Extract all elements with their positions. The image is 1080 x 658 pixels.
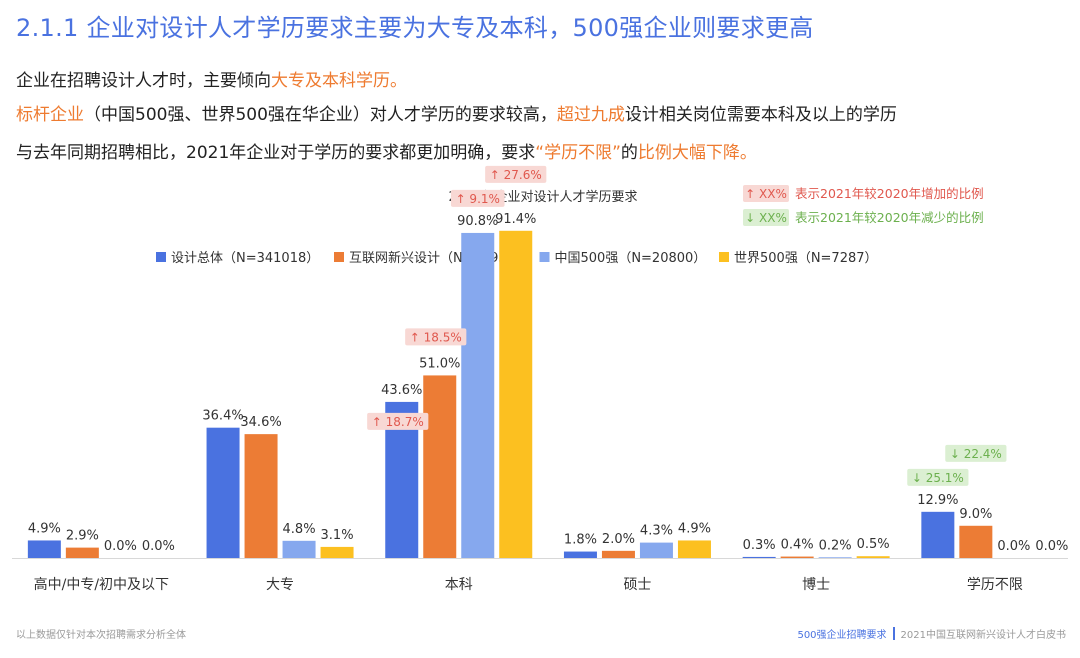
value-label-3-2: 4.3%	[640, 524, 673, 539]
intro-highlight: “学历不限”	[535, 143, 621, 163]
category-label-1: 大专	[266, 577, 294, 593]
value-label-4-1: 0.4%	[781, 538, 814, 553]
value-label-5-1: 9.0%	[959, 507, 992, 522]
value-label-3-1: 2.0%	[602, 532, 635, 547]
bar-0-1	[65, 547, 99, 558]
change-badge-1: ↑ 18.5%	[410, 330, 462, 344]
category-label-0: 高中/中专/初中及以下	[34, 576, 169, 593]
value-label-4-3: 0.5%	[857, 537, 890, 552]
bar-3-3	[677, 540, 711, 558]
category-label-2: 本科	[445, 577, 473, 593]
value-label-5-3: 0.0%	[1035, 539, 1068, 554]
change-badge-5: ↓ 22.4%	[950, 447, 1002, 461]
value-label-5-0: 12.9%	[917, 493, 958, 508]
category-label-4: 博士	[802, 576, 830, 593]
bar-5-0	[921, 511, 955, 558]
value-label-2-1: 51.0%	[419, 356, 460, 371]
intro-text: （中国500强、世界500强在华企业）对人才学历的要求较高，	[84, 105, 557, 125]
bar-2-3	[499, 230, 533, 558]
page-title: 2.1.1 企业对设计人才学历要求主要为大专及本科，500强企业则要求更高	[16, 14, 814, 42]
legend-key-text-down: 表示2021年较2020年减少的比例	[795, 210, 984, 225]
footer-report-name: 2021中国互联网新兴设计人才白皮书	[900, 630, 1066, 641]
footer-report: 500强企业招聘要求 2021中国互联网新兴设计人才白皮书	[797, 626, 1066, 641]
footer-divider	[892, 627, 895, 640]
bar-2-1	[423, 375, 457, 558]
change-badge-2: ↑ 9.1%	[456, 192, 500, 206]
change-badge-4: ↓ 25.1%	[912, 471, 964, 485]
bar-1-1	[244, 434, 278, 558]
bar-1-0	[206, 427, 240, 558]
legend-swatch-0	[156, 252, 166, 262]
legend-key-badge-up-bg	[743, 185, 789, 202]
bar-4-1	[780, 556, 814, 558]
value-label-3-3: 4.9%	[678, 521, 711, 536]
change-badge-1-bg	[405, 328, 467, 346]
bar-3-2	[639, 542, 673, 558]
value-label-1-0: 36.4%	[202, 409, 243, 424]
intro-text: 企业在招聘设计人才时，主要倾向	[16, 71, 271, 91]
intro-text: 设计相关岗位需要本科及以上的学历	[624, 105, 897, 125]
category-label-5: 学历不限	[967, 577, 1023, 593]
legend-key-badge-down-bg	[743, 209, 789, 226]
value-label-0-2: 0.0%	[104, 539, 137, 554]
category-label-3: 硕士	[623, 577, 651, 593]
intro-text: 的	[620, 143, 638, 163]
bar-1-2	[282, 540, 316, 558]
footer-page-label: 500强企业招聘要求	[797, 630, 887, 641]
value-label-3-0: 1.8%	[564, 533, 597, 548]
legend-swatch-1	[334, 252, 344, 262]
value-label-2-3: 91.4%	[495, 212, 536, 227]
legend-label-0: 设计总体（N=341018）	[171, 251, 319, 266]
intro-line-3: 与去年同期招聘相比，2021年企业对于学历的要求都更加明确，要求“学历不限”的比…	[16, 138, 757, 163]
intro-line-1: 企业在招聘设计人才时，主要倾向大专及本科学历。	[16, 66, 407, 91]
bar-4-0	[742, 556, 776, 558]
value-label-1-1: 34.6%	[240, 415, 281, 430]
change-badge-0: ↑ 18.7%	[372, 415, 424, 429]
intro-text: 与去年同期招聘相比，2021年企业对于学历的要求都更加明确，要求	[16, 143, 536, 163]
bar-5-1	[959, 525, 993, 558]
intro-highlight: 标杆企业	[16, 105, 84, 125]
value-label-0-0: 4.9%	[28, 521, 61, 536]
education-bar-chart: 2021年企业对设计人才学历要求 ↑ XX% 表示2021年较2020年增加的比例↓…	[12, 165, 1068, 593]
legend-label-3: 世界500强（N=7287）	[734, 251, 878, 266]
change-badge-5-bg	[945, 444, 1007, 462]
value-label-0-1: 2.9%	[66, 529, 99, 544]
value-label-2-0: 43.6%	[381, 383, 422, 398]
value-label-4-0: 0.3%	[743, 538, 776, 553]
legend-key-badge-down: ↓ XX%	[745, 211, 787, 225]
bar-4-2	[818, 557, 852, 558]
intro-highlight: 大专及本科学历。	[271, 71, 407, 91]
value-label-4-2: 0.2%	[819, 538, 852, 553]
value-label-1-3: 3.1%	[321, 528, 354, 543]
intro-line-2: 标杆企业（中国500强、世界500强在华企业）对人才学历的要求较高，超过九成设计…	[16, 100, 897, 125]
change-badge-0-bg	[367, 412, 429, 430]
bar-3-0	[563, 551, 597, 558]
value-label-2-2: 90.8%	[457, 214, 498, 229]
legend-label-2: 中国500强（N=20800）	[555, 251, 707, 266]
change-badge-4-bg	[907, 468, 969, 486]
intro-highlight: 超过九成	[556, 105, 625, 125]
value-label-5-2: 0.0%	[997, 539, 1030, 554]
change-badge-3-bg	[485, 165, 547, 183]
value-label-1-2: 4.8%	[283, 522, 316, 537]
footer-note: 以上数据仅针对本次招聘需求分析全体	[16, 630, 186, 641]
legend-swatch-2	[539, 252, 550, 262]
bar-4-3	[856, 556, 890, 558]
intro-highlight: 比例大幅下降。	[637, 143, 757, 163]
bar-3-1	[601, 550, 635, 558]
bar-2-2	[461, 232, 495, 558]
legend-key-text-up: 表示2021年较2020年增加的比例	[795, 186, 984, 201]
change-badge-3: ↑ 27.6%	[490, 168, 542, 182]
change-badge-2-bg	[450, 189, 505, 207]
bar-1-3	[320, 546, 354, 558]
value-label-0-3: 0.0%	[142, 539, 175, 554]
legend-key-badge-up: ↑ XX%	[745, 187, 787, 201]
legend-swatch-3	[719, 252, 729, 262]
bar-0-0	[27, 540, 61, 558]
